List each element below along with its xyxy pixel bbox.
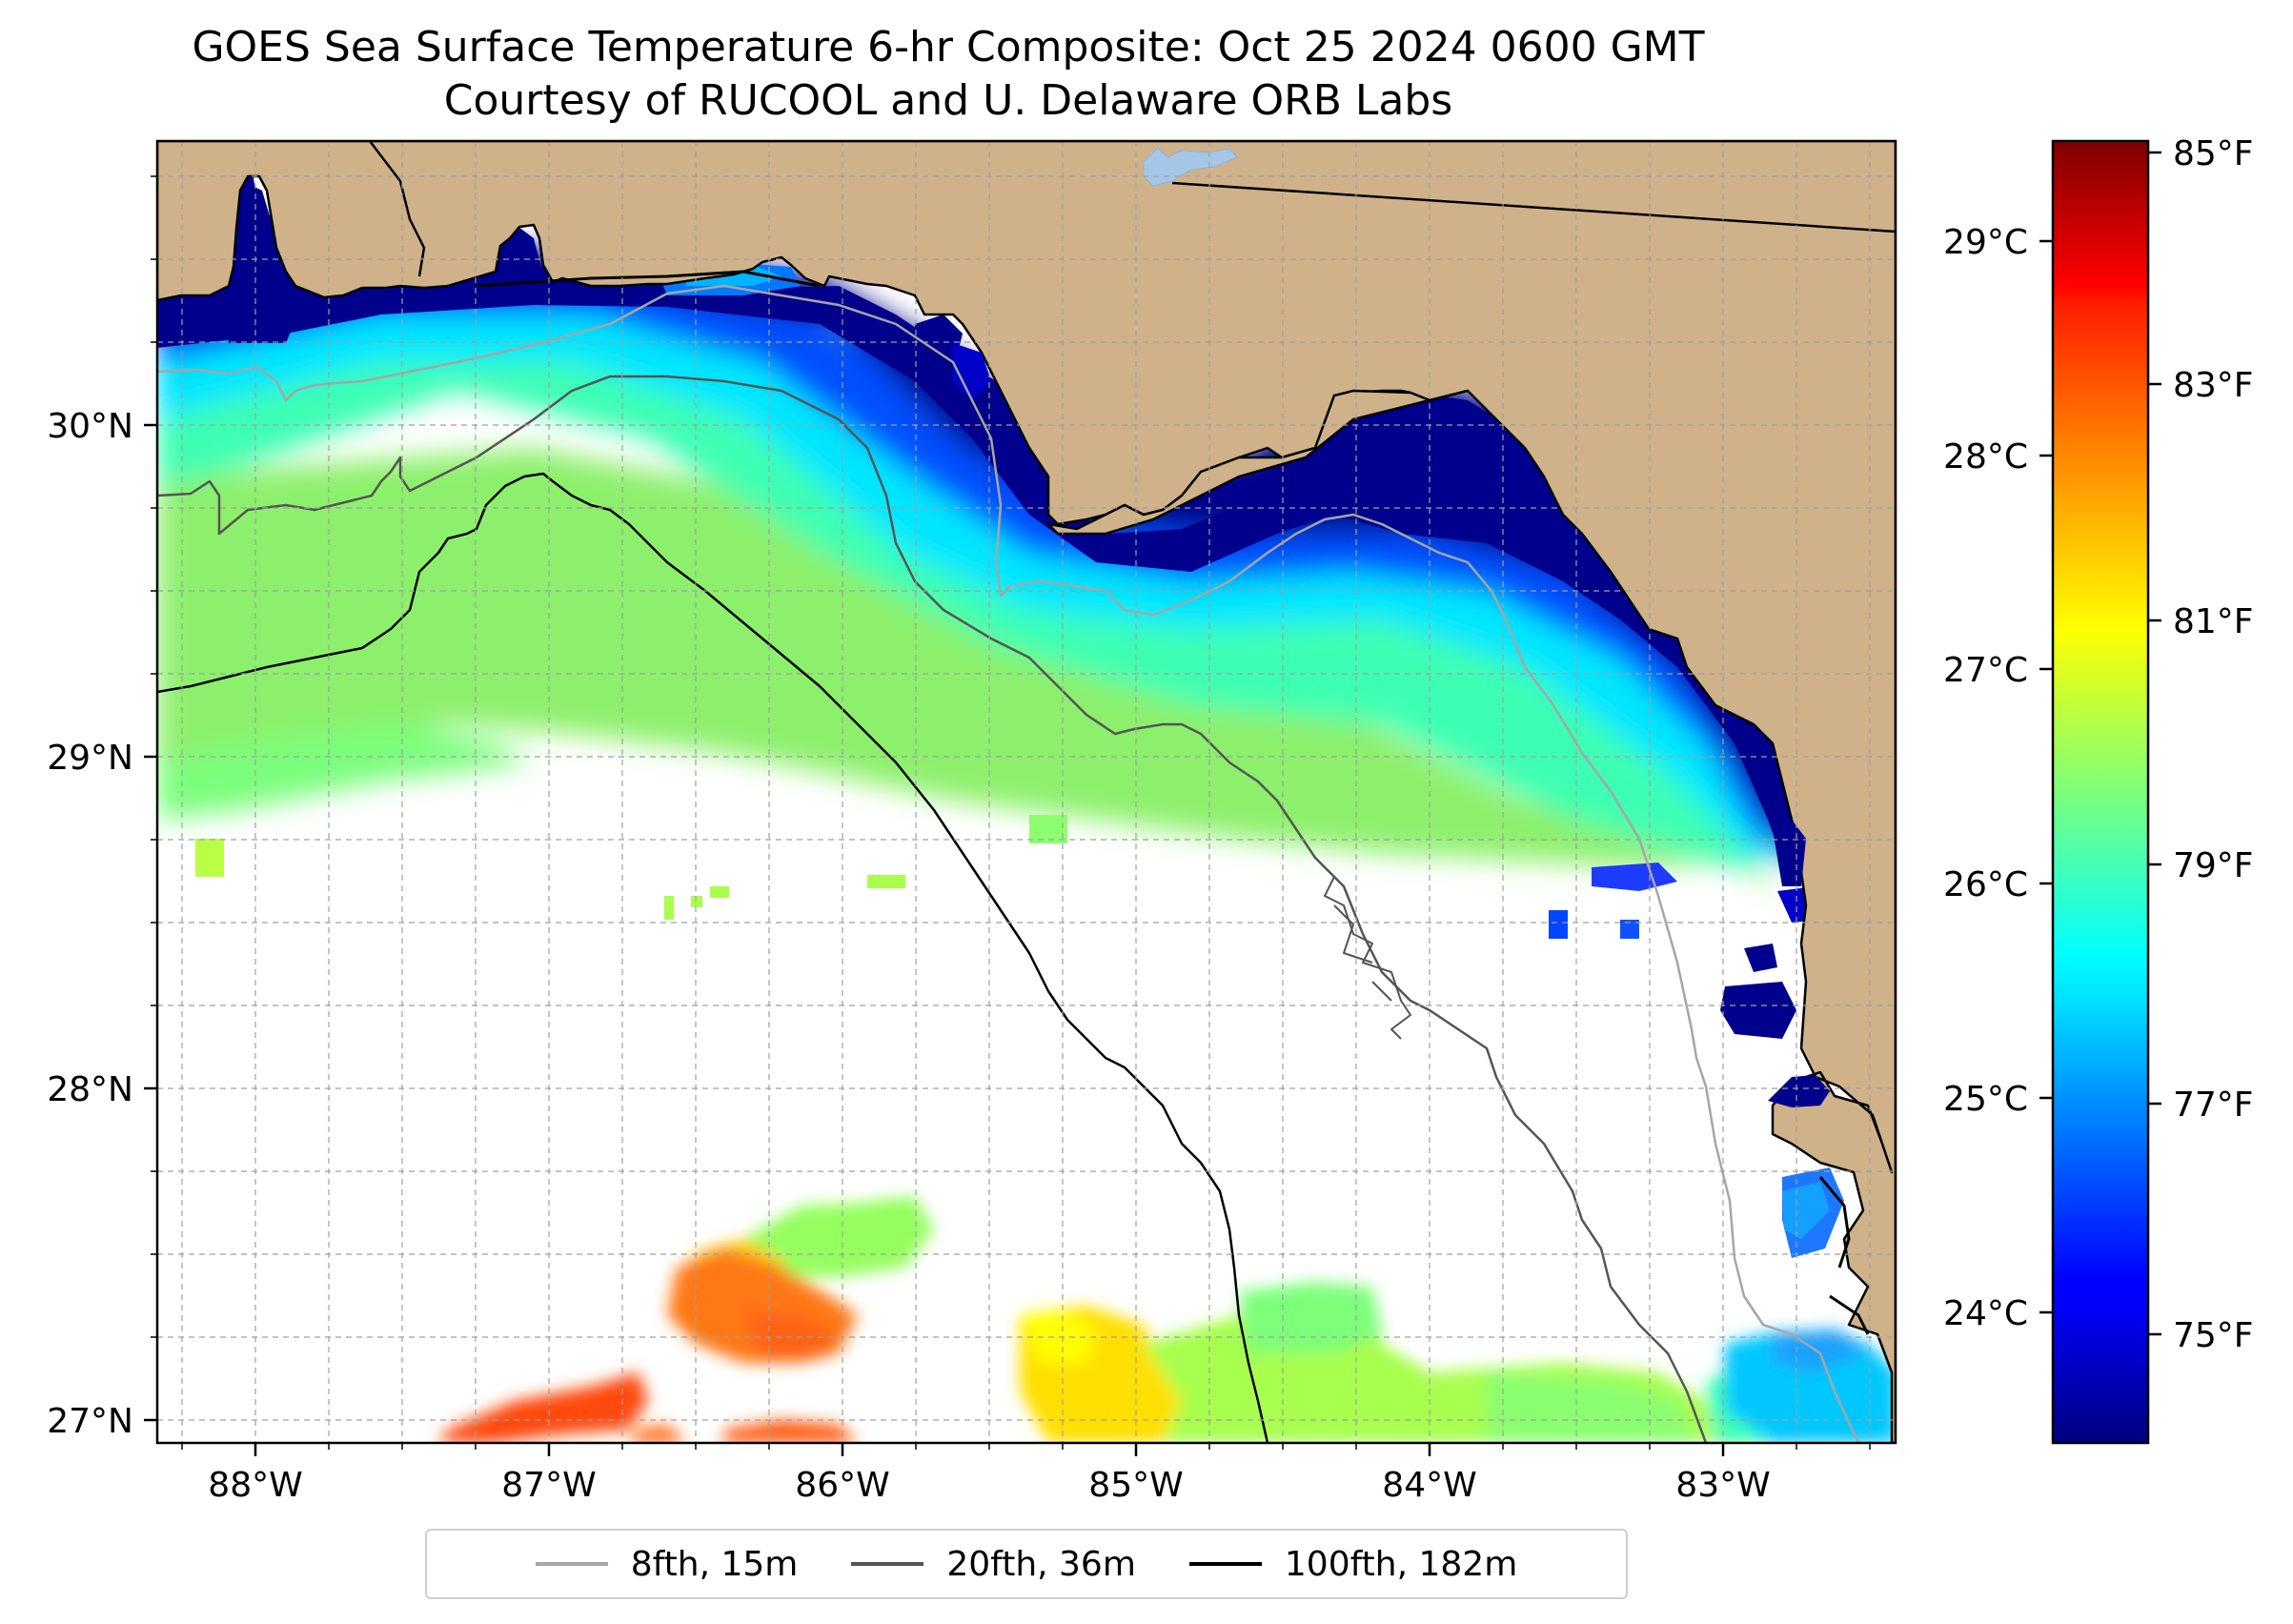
- colorbar-fahrenheit-label: 79°F: [2173, 846, 2254, 885]
- lat-tick-label: 27°N: [47, 1402, 133, 1441]
- legend: 8fth, 15m 20fth, 36m 100fth, 182m: [425, 1529, 1628, 1599]
- colorbar-fahrenheit-label: 81°F: [2173, 602, 2254, 641]
- isobath-20fth: [157, 375, 1708, 1443]
- map-content: [157, 141, 1896, 1443]
- lon-tick-label: 85°W: [1088, 1466, 1183, 1505]
- legend-swatch: [851, 1562, 924, 1566]
- colorbar-celsius-label: 24°C: [1943, 1294, 2028, 1333]
- lon-tick-label: 86°W: [795, 1466, 889, 1505]
- isobath-20fth-islands: [1314, 857, 1411, 1040]
- colorbar-celsius-label: 28°C: [1943, 437, 2028, 477]
- lon-tick-label: 88°W: [208, 1466, 302, 1505]
- lon-tick-label: 87°W: [501, 1466, 596, 1505]
- lon-tick-labels: 88°W 87°W 86°W 85°W 84°W 83°W: [208, 1466, 1770, 1505]
- lat-tick-labels: 27°N 28°N 29°N 30°N: [47, 407, 133, 1441]
- colorbar-celsius-label: 25°C: [1943, 1080, 2028, 1119]
- colorbar-fahrenheit-label: 85°F: [2173, 134, 2254, 173]
- isobath-100fth: [157, 472, 1269, 1443]
- lon-tick-label: 83°W: [1675, 1466, 1770, 1505]
- colorbar-fahrenheit-label: 83°F: [2173, 366, 2254, 405]
- colorbar-celsius-label: 26°C: [1943, 865, 2028, 904]
- colorbar-celsius-label: 29°C: [1943, 223, 2028, 262]
- colorbar: 24°C 25°C 26°C 27°C 28°C 29°C 75°F 77°F …: [1943, 134, 2254, 1445]
- legend-swatch: [1188, 1562, 1262, 1566]
- chart-subtitle: Courtesy of RUCOOL and U. Delaware ORB L…: [443, 76, 1453, 125]
- isobath-8fth: [157, 284, 1860, 1443]
- legend-label: 8fth, 15m: [630, 1544, 799, 1584]
- colorbar-fahrenheit-label: 77°F: [2173, 1086, 2254, 1125]
- legend-item-8fth: 8fth, 15m: [535, 1544, 799, 1584]
- legend-label: 100fth, 182m: [1284, 1544, 1518, 1584]
- lat-tick-label: 28°N: [47, 1070, 133, 1109]
- colorbar-fahrenheit-label: 75°F: [2173, 1316, 2254, 1355]
- lat-tick-label: 29°N: [47, 739, 133, 778]
- legend-item-100fth: 100fth, 182m: [1188, 1544, 1518, 1584]
- gridlines: [157, 141, 1896, 1443]
- isobath-lines: [157, 284, 1860, 1443]
- lon-tick-label: 84°W: [1382, 1466, 1476, 1505]
- legend-label: 20fth, 36m: [946, 1544, 1136, 1584]
- map-frame: [155, 139, 1897, 1445]
- lat-tick-label: 30°N: [47, 407, 133, 446]
- legend-item-20fth: 20fth, 36m: [851, 1545, 1136, 1584]
- colorbar-gradient: [2051, 139, 2150, 1445]
- legend-swatch: [535, 1562, 608, 1566]
- colorbar-celsius-label: 27°C: [1943, 651, 2028, 690]
- chart-title: GOES Sea Surface Temperature 6-hr Compos…: [192, 23, 1705, 71]
